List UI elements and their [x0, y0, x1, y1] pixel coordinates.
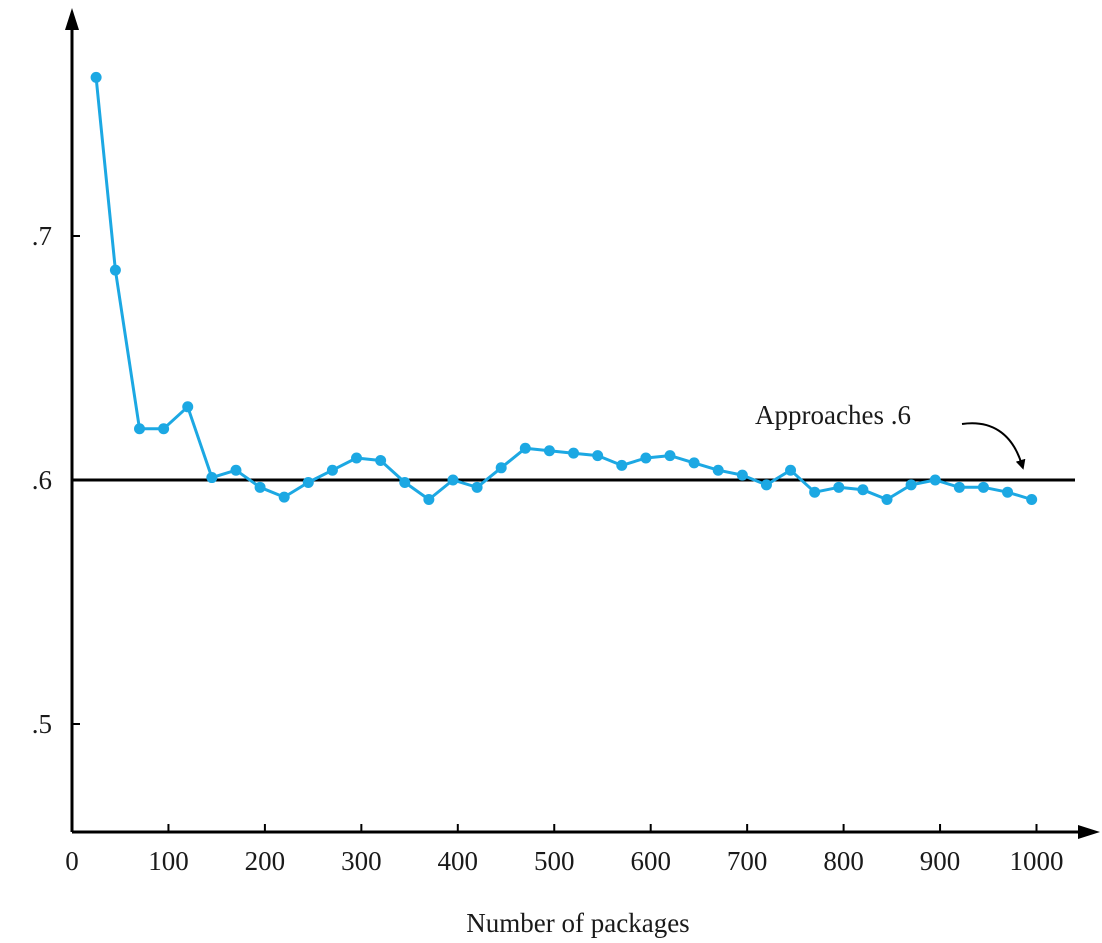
data-point: [688, 457, 700, 469]
x-tick-label: 800: [823, 846, 864, 876]
data-point: [109, 264, 121, 276]
x-tick-label: 0: [65, 846, 79, 876]
data-point: [351, 452, 363, 464]
data-point: [375, 454, 387, 466]
data-point: [90, 71, 102, 83]
x-tick-label: 500: [534, 846, 575, 876]
data-point: [833, 481, 845, 493]
data-point: [543, 445, 555, 457]
data-point: [809, 486, 821, 498]
y-ticks: .5 .6 .7: [32, 221, 80, 739]
data-point: [254, 481, 266, 493]
data-point: [616, 459, 628, 471]
data-point: [447, 474, 459, 486]
x-axis-label: Number of packages: [466, 908, 689, 938]
data-point: [399, 476, 411, 488]
x-tick-label: 900: [920, 846, 961, 876]
data-point: [712, 464, 724, 476]
data-point: [592, 450, 604, 462]
data-point: [495, 462, 507, 474]
data-point: [230, 464, 242, 476]
data-point: [953, 481, 965, 493]
data-point: [977, 481, 989, 493]
x-tick-label: 300: [341, 846, 382, 876]
y-axis-arrowhead: [65, 8, 79, 30]
x-tick-label: 1000: [1010, 846, 1064, 876]
data-point: [423, 494, 435, 506]
x-tick-label: 700: [727, 846, 768, 876]
series: [90, 71, 1038, 506]
data-point: [326, 464, 338, 476]
x-tick-label: 600: [630, 846, 671, 876]
data-point: [182, 401, 194, 413]
x-tick-label: 400: [438, 846, 479, 876]
y-tick-label: .7: [32, 221, 52, 251]
data-point: [760, 479, 772, 491]
data-point: [471, 481, 483, 493]
x-tick-label: 200: [245, 846, 286, 876]
x-ticks: 0 100 200 300 400 500 600 700 800 900 1000: [65, 824, 1064, 876]
data-point: [664, 450, 676, 462]
series-line: [94, 77, 1033, 501]
annotation: Approaches .6: [755, 400, 1026, 470]
y-tick-label: .5: [32, 709, 52, 739]
data-point: [134, 423, 146, 435]
x-tick-label: 100: [148, 846, 189, 876]
data-point: [857, 484, 869, 496]
data-point: [302, 476, 314, 488]
data-point: [158, 423, 170, 435]
data-point: [278, 491, 290, 503]
data-point: [736, 469, 748, 481]
data-point: [1026, 494, 1038, 506]
annotation-arrow: [961, 422, 1026, 470]
data-point: [519, 442, 531, 454]
annotation-label: Approaches .6: [755, 400, 911, 430]
data-point: [785, 464, 797, 476]
axes: [65, 8, 1100, 839]
data-point: [1002, 486, 1014, 498]
data-point: [568, 447, 580, 459]
data-point: [929, 474, 941, 486]
data-point: [881, 494, 893, 506]
data-point: [905, 479, 917, 491]
data-point: [206, 472, 218, 484]
x-axis-arrowhead: [1078, 825, 1100, 839]
data-point: [640, 452, 652, 464]
y-tick-label: .6: [32, 465, 52, 495]
